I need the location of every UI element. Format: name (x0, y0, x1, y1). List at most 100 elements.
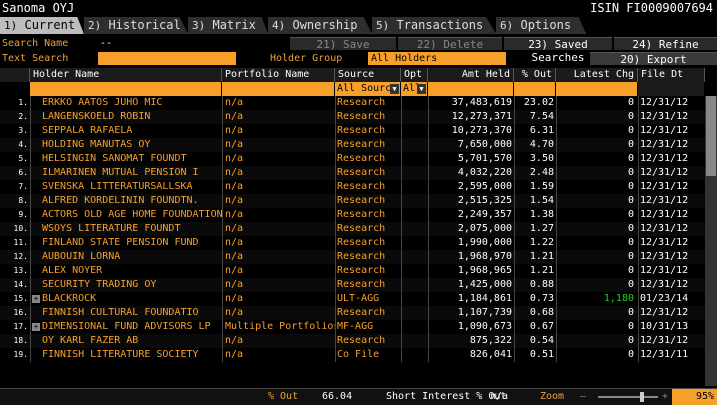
table-row[interactable]: 18. OY KARL FAZER AB n/a Research 875,322 0.5… (0, 334, 705, 348)
header-holder-name[interactable]: Holder Name (30, 68, 222, 82)
header-file-dt[interactable]: File Dt (638, 68, 705, 82)
table-row[interactable]: 2. LANGENSKOELD ROBIN n/a Research 12,273,37… (0, 110, 705, 124)
tab-current[interactable]: 1) Current (0, 17, 84, 34)
table-row[interactable]: 14. SECURITY TRADING OY n/a Research 1,425,0… (0, 278, 705, 292)
table-row[interactable]: 19. FINNISH LITERATURE SOCIETY n/a Co File 8… (0, 348, 705, 362)
expand-icon[interactable]: + (32, 294, 40, 303)
latest-change: 0 (627, 265, 634, 276)
tab-transactions[interactable]: 5) Transactions (372, 17, 496, 34)
tab-historical[interactable]: 2) Historical (84, 17, 188, 34)
table-row[interactable]: 3. SEPPALA RAFAELA n/a Research 10,273,370 6.… (0, 124, 705, 138)
header-pct-out[interactable]: % Out (514, 68, 556, 82)
header-source[interactable]: Source (335, 68, 401, 82)
table-row[interactable]: 8. ALFRED KORDELININ FOUNDTN. n/a Research 2… (0, 194, 705, 208)
zoom-slider[interactable] (598, 396, 658, 398)
filter-opt[interactable]: All ▼ (401, 82, 428, 96)
portfolio-name: n/a (225, 209, 244, 220)
holder-name: HELSINGIN SANOMAT FOUNDT (42, 153, 187, 164)
zoom-slider-handle[interactable] (640, 392, 644, 402)
row-index: 5. (18, 154, 28, 163)
zoom-in-icon[interactable]: + (662, 391, 669, 402)
amount-held: 1,184,861 (457, 293, 512, 304)
file-date: 12/31/12 (640, 265, 689, 276)
file-date: 12/31/12 (640, 111, 689, 122)
expand-icon[interactable]: + (32, 322, 40, 331)
holder-group-select[interactable]: All Holders (368, 52, 506, 65)
source: Research (337, 167, 386, 178)
tab-matrix[interactable]: 3) Matrix (188, 17, 268, 34)
zoom-out-icon[interactable]: — (580, 391, 587, 402)
source: Research (337, 125, 386, 136)
filter-portfolio-name[interactable] (222, 82, 335, 96)
filter-latest-chg[interactable] (556, 82, 638, 96)
refine-search-button[interactable]: 24) Refine Search (614, 37, 717, 64)
file-date: 12/31/12 (640, 125, 689, 136)
column-divider (30, 96, 31, 362)
percent-out: 1.21 (529, 265, 554, 276)
table-row[interactable]: 15. + BLACKROCK n/a ULT-AGG 1,184,861 0.73 1,18… (0, 292, 705, 306)
table-row[interactable]: 9. ACTORS OLD AGE HOME FOUNDATION n/a Resea… (0, 208, 705, 222)
filter-holder-name[interactable] (30, 82, 222, 96)
holder-name: DIMENSIONAL FUND ADVISORS LP (42, 321, 211, 332)
header-amt-held[interactable]: Amt Held (428, 68, 514, 82)
table-row[interactable]: 6. ILMARINEN MUTUAL PENSION I n/a Research 4… (0, 166, 705, 180)
text-search-input[interactable] (98, 52, 236, 65)
row-index: 19. (13, 350, 28, 359)
column-divider (428, 96, 429, 362)
file-date: 12/31/12 (640, 195, 689, 206)
table-row[interactable]: 1. ERKKO AATOS JUHO MIC n/a Research 37,483,… (0, 96, 705, 110)
table-row[interactable]: 10. WSOYS LITERATURE FOUNDT n/a Research 2,0… (0, 222, 705, 236)
holder-group-label: Holder Group (270, 53, 343, 64)
table-row[interactable]: 16. FINNISH CULTURAL FOUNDATIO n/a Research… (0, 306, 705, 320)
filter-pct-out[interactable] (514, 82, 556, 96)
amount-held: 2,249,357 (457, 209, 512, 220)
delete-button[interactable]: 22) Delete (398, 37, 502, 51)
table-row[interactable]: 12. AUBOUIN LORNA n/a Research 1,968,970 1.21… (0, 250, 705, 264)
saved-searches-button[interactable]: 23) Saved Searches (504, 37, 612, 64)
holders-table: Holder Name Portfolio Name Source Opt Am… (0, 68, 717, 388)
source: Research (337, 335, 386, 346)
holder-name: ALFRED KORDELININ FOUNDTN. (42, 195, 199, 206)
filter-amt-held[interactable] (428, 82, 514, 96)
table-row[interactable]: 4. HOLDING MANUTAS OY n/a Research 7,650,000… (0, 138, 705, 152)
holder-name: OY KARL FAZER AB (42, 335, 139, 346)
save-button[interactable]: 21) Save (290, 37, 396, 51)
table-row[interactable]: 17. + DIMENSIONAL FUND ADVISORS LP Multiple… (0, 320, 705, 334)
amount-held: 5,701,570 (457, 153, 512, 164)
column-divider (556, 96, 557, 362)
column-divider (335, 96, 336, 362)
portfolio-name: n/a (225, 279, 244, 290)
zoom-label: Zoom (540, 391, 565, 402)
percent-out: 0.73 (529, 293, 554, 304)
scrollbar-thumb[interactable] (706, 96, 716, 176)
tab-options[interactable]: 6) Options (496, 17, 586, 34)
zoom-value[interactable]: 95% (672, 389, 717, 405)
chevron-down-icon[interactable]: ▼ (417, 84, 426, 94)
header-latest-chg[interactable]: Latest Chg (556, 68, 638, 82)
table-row[interactable]: 13. ALEX NOYER n/a Research 1,968,965 1.21 0 12… (0, 264, 705, 278)
header-opt[interactable]: Opt (401, 68, 428, 82)
latest-change: 0 (627, 349, 634, 360)
header-index (0, 68, 30, 82)
table-body: 1. ERKKO AATOS JUHO MIC n/a Research 37,483,… (0, 96, 706, 362)
holder-name: SVENSKA LITTERATURSALLSKA (42, 181, 193, 192)
tab-ownership[interactable]: 4) Ownership (268, 17, 372, 34)
portfolio-name: n/a (225, 223, 244, 234)
export-button[interactable]: 20) Export (590, 52, 717, 66)
chevron-down-icon[interactable]: ▼ (390, 84, 399, 94)
holder-name: HOLDING MANUTAS OY (42, 139, 151, 150)
table-row[interactable]: 11. FINLAND STATE PENSION FUND n/a Research… (0, 236, 705, 250)
file-date: 12/31/12 (640, 279, 689, 290)
holder-name: ACTORS OLD AGE HOME FOUNDATION (42, 209, 222, 220)
table-row[interactable]: 5. HELSINGIN SANOMAT FOUNDT n/a Research 5,7… (0, 152, 705, 166)
row-index: 18. (13, 336, 28, 345)
filter-source[interactable]: All Source ▼ (335, 82, 401, 96)
percent-out: 7.54 (529, 111, 554, 122)
title-bar: Sanoma OYJ ISIN FI0009007694 (0, 0, 717, 17)
total-out-value: 66.04 (322, 391, 353, 402)
latest-change: 0 (627, 181, 634, 192)
file-date: 10/31/13 (640, 321, 689, 332)
header-portfolio-name[interactable]: Portfolio Name (222, 68, 335, 82)
table-row[interactable]: 7. SVENSKA LITTERATURSALLSKA n/a Research 2,… (0, 180, 705, 194)
file-date: 12/31/12 (640, 139, 689, 150)
